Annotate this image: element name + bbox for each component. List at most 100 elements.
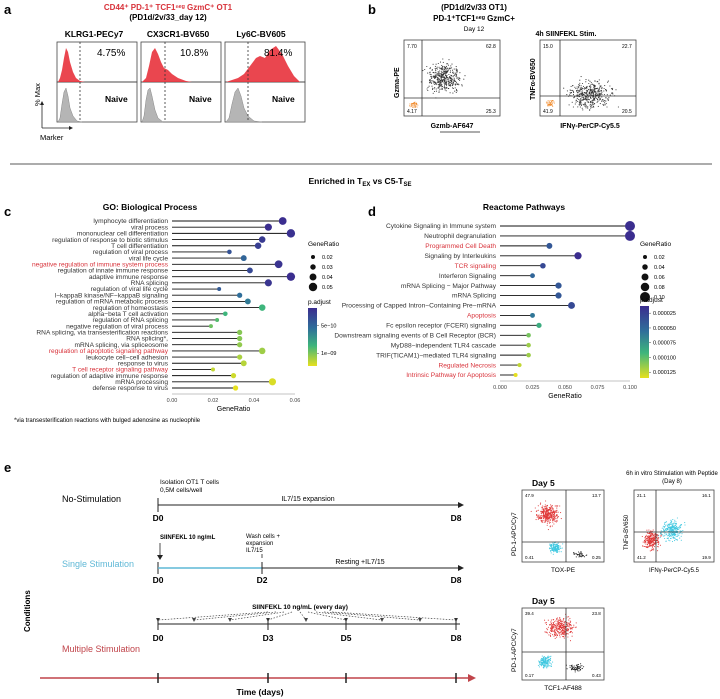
event-dot bbox=[553, 551, 555, 553]
event-dot bbox=[452, 71, 454, 73]
event-dot bbox=[617, 106, 619, 108]
event-dot bbox=[556, 618, 558, 620]
event-dot bbox=[675, 530, 677, 532]
event-dot bbox=[545, 517, 547, 519]
event-dot bbox=[451, 84, 454, 86]
event-dot bbox=[415, 105, 417, 107]
event-dot bbox=[554, 633, 556, 635]
event-dot bbox=[548, 631, 551, 633]
event-dot bbox=[566, 630, 568, 632]
event-dot bbox=[443, 77, 445, 79]
event-dot bbox=[674, 519, 676, 521]
histogram-ly6c-tex bbox=[226, 46, 300, 82]
event-dot bbox=[455, 69, 457, 71]
legend-size-dot bbox=[309, 273, 317, 281]
event-dot bbox=[575, 556, 577, 558]
event-dot bbox=[642, 545, 644, 547]
event-dot bbox=[554, 517, 556, 520]
event-dot bbox=[463, 78, 465, 80]
row1-note-line2: 0,5M cells/well bbox=[160, 487, 203, 494]
event-dot bbox=[552, 634, 554, 636]
event-dot bbox=[554, 549, 557, 552]
event-dot bbox=[461, 85, 463, 87]
event-dot bbox=[606, 94, 608, 96]
event-dot bbox=[549, 516, 551, 518]
event-dot bbox=[540, 517, 542, 519]
event-dot bbox=[671, 534, 673, 536]
x-axis-label: GeneRatio bbox=[217, 406, 251, 413]
event-dot bbox=[435, 70, 437, 72]
event-dot bbox=[414, 103, 416, 105]
event-dot bbox=[663, 535, 665, 537]
event-dot bbox=[563, 630, 565, 632]
event-dot bbox=[561, 547, 563, 549]
event-dot bbox=[542, 515, 544, 517]
event-dot bbox=[409, 106, 411, 108]
event-dot bbox=[591, 83, 594, 85]
event-dot bbox=[677, 535, 679, 537]
event-dot bbox=[429, 71, 431, 73]
event-dot bbox=[657, 543, 659, 546]
event-dot bbox=[657, 535, 660, 537]
event-dot bbox=[573, 666, 575, 668]
event-dot bbox=[573, 553, 575, 555]
event-dot bbox=[676, 517, 678, 519]
chart-c-title: GO: Biological Process bbox=[103, 202, 198, 212]
event-dot bbox=[449, 70, 452, 72]
event-dot bbox=[444, 83, 447, 85]
event-dot bbox=[445, 68, 447, 70]
event-dot bbox=[429, 79, 431, 81]
event-dot bbox=[543, 516, 546, 518]
event-dot bbox=[431, 88, 434, 90]
event-dot bbox=[535, 519, 537, 521]
event-dot bbox=[429, 68, 431, 70]
legend-size-dot bbox=[311, 255, 315, 259]
event-dot bbox=[452, 72, 454, 74]
event-dot bbox=[581, 82, 584, 85]
event-dot bbox=[642, 541, 644, 543]
event-dot bbox=[549, 543, 551, 545]
event-dot bbox=[546, 632, 548, 634]
event-dot bbox=[672, 519, 674, 521]
event-dot bbox=[447, 80, 449, 83]
event-dot bbox=[570, 665, 572, 667]
quadrant-bl: 41.9 bbox=[543, 109, 553, 115]
category-label: adaptive immune response bbox=[89, 274, 169, 281]
lollipop-point bbox=[237, 354, 243, 360]
event-dot bbox=[665, 525, 667, 527]
category-label: mRNA splicing, via spliceosome bbox=[75, 342, 169, 349]
event-dot bbox=[552, 542, 554, 544]
event-dot bbox=[681, 533, 683, 535]
event-dot bbox=[641, 535, 643, 538]
event-dot bbox=[578, 85, 581, 87]
event-dot bbox=[454, 87, 456, 89]
event-dot bbox=[441, 69, 443, 71]
event-dot bbox=[590, 92, 592, 94]
event-dot bbox=[456, 76, 458, 78]
event-dot bbox=[657, 538, 659, 540]
event-dot bbox=[599, 87, 601, 89]
event-dot bbox=[444, 67, 446, 69]
event-dot bbox=[672, 525, 674, 528]
event-dot bbox=[652, 533, 654, 535]
lollipop-point bbox=[264, 223, 272, 231]
event-dot bbox=[549, 103, 551, 106]
event-dot bbox=[652, 529, 654, 531]
event-dot bbox=[582, 85, 585, 87]
event-dot bbox=[591, 106, 593, 108]
panel-a-subtitle: (PD1d/2v/33_day 12) bbox=[129, 13, 207, 22]
event-dot bbox=[577, 100, 579, 102]
event-dot bbox=[581, 92, 583, 94]
x-tick-label: 0.000 bbox=[493, 385, 507, 391]
legend-size-label: 0.05 bbox=[322, 285, 333, 291]
event-dot bbox=[541, 664, 543, 666]
event-dot bbox=[433, 76, 435, 78]
event-dot bbox=[598, 90, 600, 92]
event-dot bbox=[554, 546, 556, 548]
event-dot bbox=[553, 514, 555, 517]
category-label: Neutrophil degranulation bbox=[424, 233, 496, 240]
event-dot bbox=[444, 89, 446, 91]
event-dot bbox=[445, 71, 447, 73]
event-dot bbox=[551, 512, 553, 515]
event-dot bbox=[559, 622, 561, 625]
